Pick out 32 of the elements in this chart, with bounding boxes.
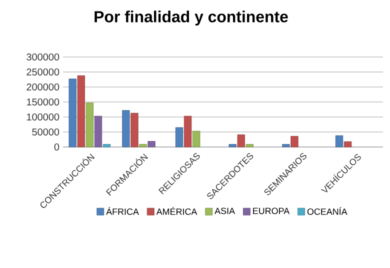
y-tick-label: 100000	[27, 113, 60, 121]
bar	[102, 144, 111, 148]
legend-label: ASIA	[214, 208, 235, 214]
bar	[184, 116, 192, 148]
bar	[237, 134, 245, 148]
bar	[139, 144, 147, 148]
bar	[86, 102, 94, 148]
bar	[192, 130, 200, 148]
bar	[344, 141, 352, 148]
legend-label: EUROPA	[253, 208, 290, 214]
legend-label: AMÉRICA	[156, 206, 198, 215]
bar	[246, 144, 254, 148]
chart-title: Por finalidad y continente	[94, 10, 288, 26]
bar	[130, 112, 138, 148]
y-tick-label: 250000	[26, 68, 60, 76]
bar	[122, 110, 130, 148]
y-tick-label: 50000	[32, 128, 60, 136]
bar	[282, 144, 290, 148]
legend-label: OCEANÍA	[307, 206, 348, 215]
bar	[335, 135, 344, 148]
y-tick-label: 200000	[26, 83, 60, 91]
bar	[290, 136, 298, 148]
legend-label: ÁFRICA	[106, 206, 139, 215]
bar	[228, 144, 236, 148]
bar	[175, 127, 184, 148]
y-tick-label: 0	[54, 143, 60, 151]
bar	[94, 116, 102, 148]
bar	[77, 75, 85, 148]
bar	[148, 141, 156, 148]
bar	[68, 78, 76, 148]
y-tick-label: 300000	[26, 53, 60, 61]
y-tick-label: 150000	[27, 98, 60, 106]
